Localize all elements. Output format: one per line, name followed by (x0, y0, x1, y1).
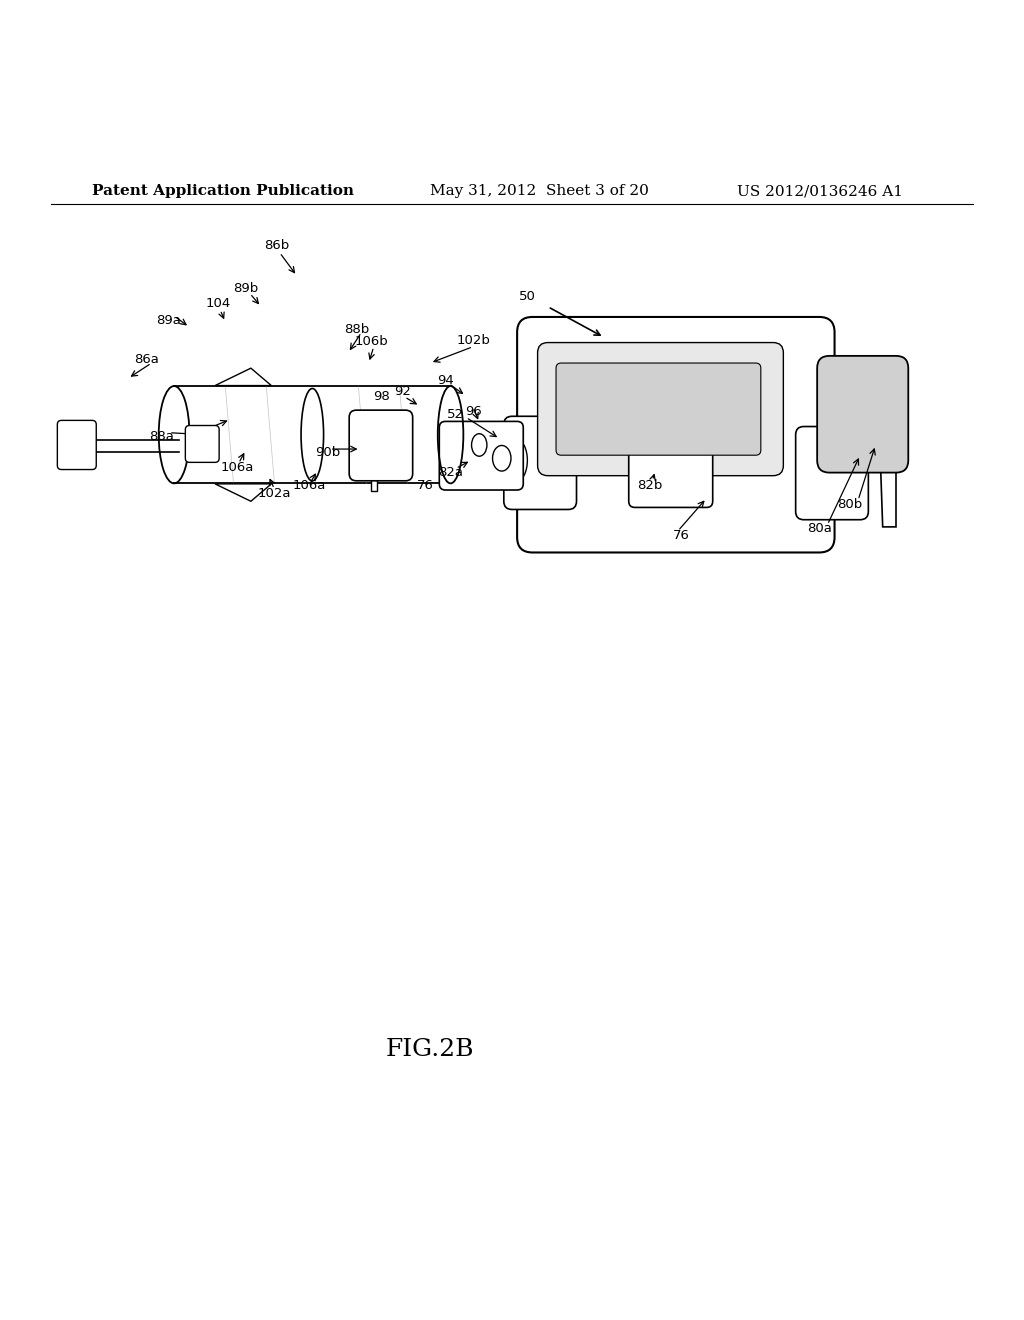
FancyBboxPatch shape (556, 363, 761, 455)
Text: 98: 98 (374, 391, 390, 404)
Text: 102a: 102a (258, 487, 291, 499)
PathPatch shape (451, 429, 502, 461)
FancyBboxPatch shape (185, 425, 219, 462)
Text: 82a: 82a (438, 466, 463, 479)
Text: 89b: 89b (233, 281, 258, 294)
FancyBboxPatch shape (817, 356, 908, 473)
Text: 104: 104 (206, 297, 230, 310)
Text: 82b: 82b (638, 479, 663, 492)
Text: 50: 50 (519, 290, 536, 304)
Text: 86a: 86a (134, 354, 159, 367)
PathPatch shape (879, 409, 896, 527)
FancyBboxPatch shape (629, 436, 713, 507)
Text: Patent Application Publication: Patent Application Publication (92, 183, 354, 198)
FancyBboxPatch shape (796, 426, 868, 520)
Text: 86b: 86b (264, 239, 289, 252)
FancyBboxPatch shape (538, 343, 783, 475)
FancyBboxPatch shape (517, 317, 835, 553)
PathPatch shape (215, 484, 271, 502)
Text: 52: 52 (447, 408, 464, 421)
Text: 106b: 106b (355, 335, 388, 348)
FancyBboxPatch shape (349, 411, 413, 480)
Text: 89a: 89a (157, 314, 181, 326)
Text: 96: 96 (465, 405, 481, 417)
Text: 106a: 106a (221, 461, 254, 474)
Text: US 2012/0136246 A1: US 2012/0136246 A1 (737, 183, 903, 198)
FancyBboxPatch shape (439, 421, 523, 490)
FancyBboxPatch shape (504, 416, 577, 510)
Text: 76: 76 (673, 528, 689, 541)
Text: 90b: 90b (315, 446, 340, 458)
Text: 102b: 102b (456, 334, 490, 347)
Text: May 31, 2012  Sheet 3 of 20: May 31, 2012 Sheet 3 of 20 (430, 183, 649, 198)
FancyBboxPatch shape (57, 420, 96, 470)
Text: 90a: 90a (196, 426, 220, 440)
Text: 80b: 80b (838, 498, 862, 511)
Text: 92: 92 (394, 385, 411, 399)
PathPatch shape (371, 461, 377, 491)
Text: 94: 94 (437, 374, 454, 387)
Text: 106a: 106a (293, 479, 326, 492)
Text: 88a: 88a (150, 430, 174, 444)
Text: 80a: 80a (807, 523, 831, 536)
Text: 88b: 88b (344, 323, 369, 335)
PathPatch shape (215, 368, 271, 385)
Text: FIG.2B: FIG.2B (386, 1038, 474, 1061)
Text: 76: 76 (417, 479, 433, 492)
